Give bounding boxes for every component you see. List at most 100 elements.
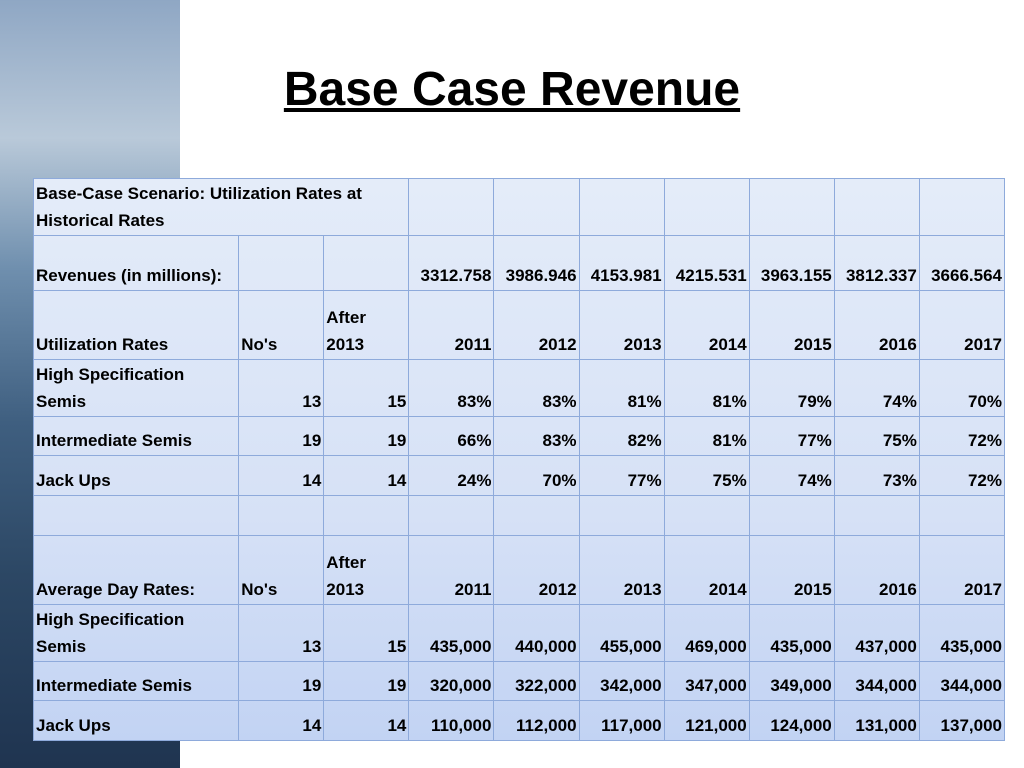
data-table: Base-Case Scenario: Utilization Rates at… (32, 178, 1006, 741)
empty-cell (833, 178, 920, 236)
table-cell: No's (238, 290, 325, 360)
empty-cell (748, 178, 835, 236)
table-cell: 77% (578, 455, 665, 496)
table-cell: 13 (238, 359, 325, 417)
empty-cell (918, 178, 1006, 236)
slide-title: Base Case Revenue (283, 63, 741, 116)
table-row: Intermediate Semis 19 19 66% 83% 82% 81% 77% 75%… (32, 416, 1006, 456)
table-row (32, 495, 1006, 536)
table-cell: 110,000 (408, 700, 495, 741)
table-cell: 66% (408, 416, 495, 456)
empty-cell (663, 178, 750, 236)
empty-cell (663, 495, 750, 536)
table-cell: 2013 (578, 535, 665, 605)
table-cell: 72% (918, 455, 1006, 496)
table-cell: 2011 (408, 290, 495, 360)
table-cell: 322,000 (493, 661, 580, 701)
table-cell: 15 (323, 604, 410, 662)
table-cell: 15 (323, 359, 410, 417)
table-cell: 19 (238, 416, 325, 456)
table-cell: 19 (323, 661, 410, 701)
empty-cell (408, 178, 495, 236)
table-cell: 3812.337 (833, 235, 920, 291)
empty-cell (32, 495, 240, 536)
table-cell: 14 (323, 700, 410, 741)
table-cell: 83% (493, 416, 580, 456)
table-cell: High Specification Semis (32, 604, 240, 662)
table-cell: Revenues (in millions): (32, 235, 240, 291)
table-cell: 81% (663, 416, 750, 456)
table-cell: 70% (918, 359, 1006, 417)
table-cell: 83% (493, 359, 580, 417)
empty-cell (408, 495, 495, 536)
table-cell: 74% (833, 359, 920, 417)
table-cell: 344,000 (918, 661, 1006, 701)
empty-cell (323, 495, 410, 536)
table-cell: High Specification Semis (32, 359, 240, 417)
table-cell: 124,000 (748, 700, 835, 741)
table-cell: 73% (833, 455, 920, 496)
table-cell: 83% (408, 359, 495, 417)
table-cell: 2012 (493, 535, 580, 605)
empty-cell (748, 495, 835, 536)
empty-cell (323, 235, 410, 291)
table-cell: 3963.155 (748, 235, 835, 291)
table-row: Intermediate Semis 19 19 320,000 322,000 342,… (32, 661, 1006, 701)
table-row: Base-Case Scenario: Utilization Rates at… (32, 178, 1006, 236)
table-cell: 14 (238, 455, 325, 496)
table-cell: 2017 (918, 290, 1006, 360)
table-row: Jack Ups 14 14 24% 70% 77% 75% 74% 73% 72% (32, 455, 1006, 496)
table-cell: 2016 (833, 535, 920, 605)
table-cell: 342,000 (578, 661, 665, 701)
table-row: Utilization Rates No's After 2013 2011 2012 2… (32, 290, 1006, 360)
table-cell: 469,000 (663, 604, 750, 662)
table-cell: 131,000 (833, 700, 920, 741)
table-cell: No's (238, 535, 325, 605)
table-cell: 440,000 (493, 604, 580, 662)
table-cell: Utilization Rates (32, 290, 240, 360)
empty-cell (238, 235, 325, 291)
table-cell: 2017 (918, 535, 1006, 605)
empty-cell (833, 495, 920, 536)
table-cell: Intermediate Semis (32, 416, 240, 456)
table-cell: 435,000 (748, 604, 835, 662)
table-row: High Specification Semis 13 15 435,000 440,0… (32, 604, 1006, 662)
table-body: Base-Case Scenario: Utilization Rates at… (32, 178, 1006, 741)
empty-cell (493, 178, 580, 236)
table-cell: 2016 (833, 290, 920, 360)
table-row: Jack Ups 14 14 110,000 112,000 117,000 121,000… (32, 700, 1006, 741)
table-row: High Specification Semis 13 15 83% 83% 81% 81%… (32, 359, 1006, 417)
table-cell: 112,000 (493, 700, 580, 741)
empty-cell (578, 178, 665, 236)
table-cell: 2014 (663, 290, 750, 360)
table-cell: 2013 (578, 290, 665, 360)
table-cell: 82% (578, 416, 665, 456)
table-cell: Average Day Rates: (32, 535, 240, 605)
table-cell: 19 (238, 661, 325, 701)
table-cell: 2011 (408, 535, 495, 605)
table-cell: Base-Case Scenario: Utilization Rates at… (32, 178, 410, 236)
table-cell: 455,000 (578, 604, 665, 662)
table-cell: 4153.981 (578, 235, 665, 291)
table-cell: 74% (748, 455, 835, 496)
table-cell: 70% (493, 455, 580, 496)
table-cell: 77% (748, 416, 835, 456)
table-cell: 2015 (748, 535, 835, 605)
table-cell: 3312.758 (408, 235, 495, 291)
empty-cell (493, 495, 580, 536)
table-cell: 3986.946 (493, 235, 580, 291)
table-cell: Jack Ups (32, 455, 240, 496)
table-cell: 19 (323, 416, 410, 456)
table-cell: 4215.531 (663, 235, 750, 291)
table-cell: 435,000 (408, 604, 495, 662)
table-cell: 13 (238, 604, 325, 662)
table-cell: After 2013 (323, 290, 410, 360)
table-cell: 3666.564 (918, 235, 1006, 291)
table-cell: 435,000 (918, 604, 1006, 662)
table-cell: 2012 (493, 290, 580, 360)
table-cell: Intermediate Semis (32, 661, 240, 701)
table-cell: 437,000 (833, 604, 920, 662)
table-row: Average Day Rates: No's After 2013 2011 2012… (32, 535, 1006, 605)
table-cell: 2014 (663, 535, 750, 605)
